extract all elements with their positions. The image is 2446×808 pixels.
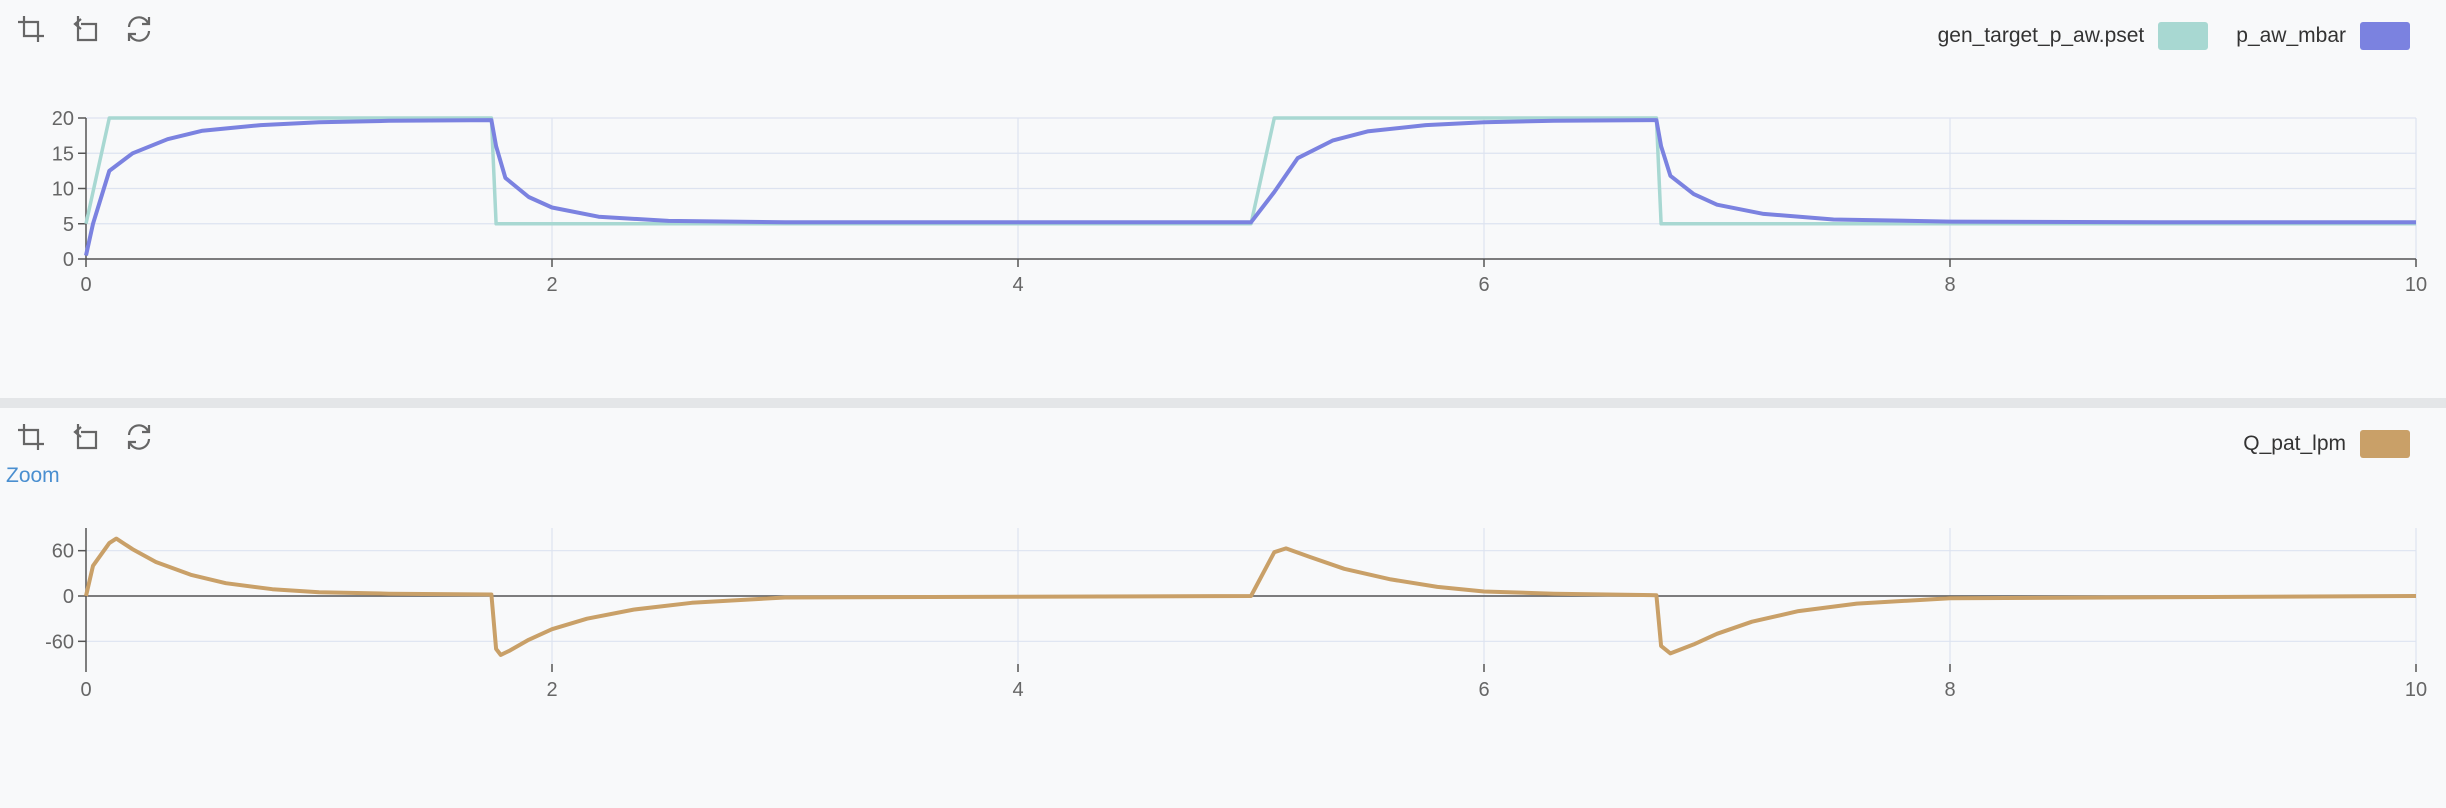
y-tick-label: 0 bbox=[63, 586, 74, 608]
y-tick-label: 10 bbox=[52, 179, 74, 201]
x-tick-label: 4 bbox=[1012, 274, 1023, 296]
reset-zoom-button[interactable] bbox=[122, 12, 156, 46]
crop-zoom-button[interactable] bbox=[14, 420, 48, 454]
zoom-label: Zoom bbox=[6, 464, 60, 487]
series-line-q-pat-lpm bbox=[84, 536, 2417, 657]
y-tick-label: 5 bbox=[63, 214, 74, 236]
legend-item-pset[interactable]: gen_target_p_aw.pset bbox=[1938, 22, 2209, 50]
x-tick-label: 10 bbox=[2405, 274, 2427, 296]
flow-chart-panel: Zoom Q_pat_lpm -60 0 60 0 2 4 6 8 10 bbox=[0, 408, 2446, 808]
chart-toolbar bbox=[14, 420, 156, 454]
series-line-gen-target-p-aw-pset bbox=[84, 116, 2416, 226]
undo-icon bbox=[73, 424, 98, 450]
legend-label: p_aw_mbar bbox=[2236, 24, 2346, 47]
y-tick-label: 60 bbox=[52, 541, 74, 563]
x-tick-label: 2 bbox=[546, 679, 557, 701]
panel-divider[interactable] bbox=[0, 398, 2446, 408]
legend-swatch bbox=[2360, 22, 2410, 50]
x-tick-label: 6 bbox=[1478, 274, 1489, 296]
chart-legend: gen_target_p_aw.pset p_aw_mbar bbox=[1924, 22, 2410, 50]
undo-zoom-button[interactable] bbox=[68, 420, 102, 454]
x-tick-label: 4 bbox=[1012, 679, 1023, 701]
x-tick-label: 2 bbox=[546, 274, 557, 296]
flow-plot[interactable]: -60 0 60 0 2 4 6 8 10 bbox=[0, 408, 2446, 808]
crop-zoom-button[interactable] bbox=[14, 12, 48, 46]
series-line-p-aw-mbar bbox=[84, 118, 2416, 256]
reset-icon bbox=[127, 16, 151, 42]
pressure-chart-panel: gen_target_p_aw.pset p_aw_mbar 0 5 10 15 20 0… bbox=[0, 0, 2446, 398]
chart-toolbar bbox=[14, 12, 156, 46]
reset-icon bbox=[127, 424, 151, 450]
x-tick-label: 10 bbox=[2405, 679, 2427, 701]
crop-zoom-icon bbox=[18, 16, 44, 42]
undo-zoom-button[interactable] bbox=[68, 12, 102, 46]
reset-zoom-button[interactable] bbox=[122, 420, 156, 454]
x-tick-label: 8 bbox=[1944, 679, 1955, 701]
crop-zoom-icon bbox=[18, 424, 44, 450]
undo-icon bbox=[73, 16, 98, 42]
legend-item-p-aw[interactable]: p_aw_mbar bbox=[2236, 22, 2410, 50]
x-tick-label: 0 bbox=[80, 679, 91, 701]
legend-swatch bbox=[2158, 22, 2209, 50]
x-tick-label: 8 bbox=[1944, 274, 1955, 296]
legend-item-q-pat[interactable]: Q_pat_lpm bbox=[2243, 430, 2410, 458]
legend-label: Q_pat_lpm bbox=[2243, 432, 2346, 455]
y-tick-label: 15 bbox=[52, 143, 74, 165]
y-tick-label: -60 bbox=[45, 631, 74, 653]
legend-swatch bbox=[2360, 430, 2410, 458]
y-tick-label: 0 bbox=[63, 249, 74, 271]
pressure-plot[interactable]: 0 5 10 15 20 0 2 4 6 8 10 bbox=[0, 0, 2446, 398]
x-tick-label: 6 bbox=[1478, 679, 1489, 701]
y-tick-label: 20 bbox=[52, 108, 74, 130]
legend-label: gen_target_p_aw.pset bbox=[1937, 24, 2145, 47]
x-tick-label: 0 bbox=[80, 274, 91, 296]
chart-legend: Q_pat_lpm bbox=[2229, 430, 2410, 458]
